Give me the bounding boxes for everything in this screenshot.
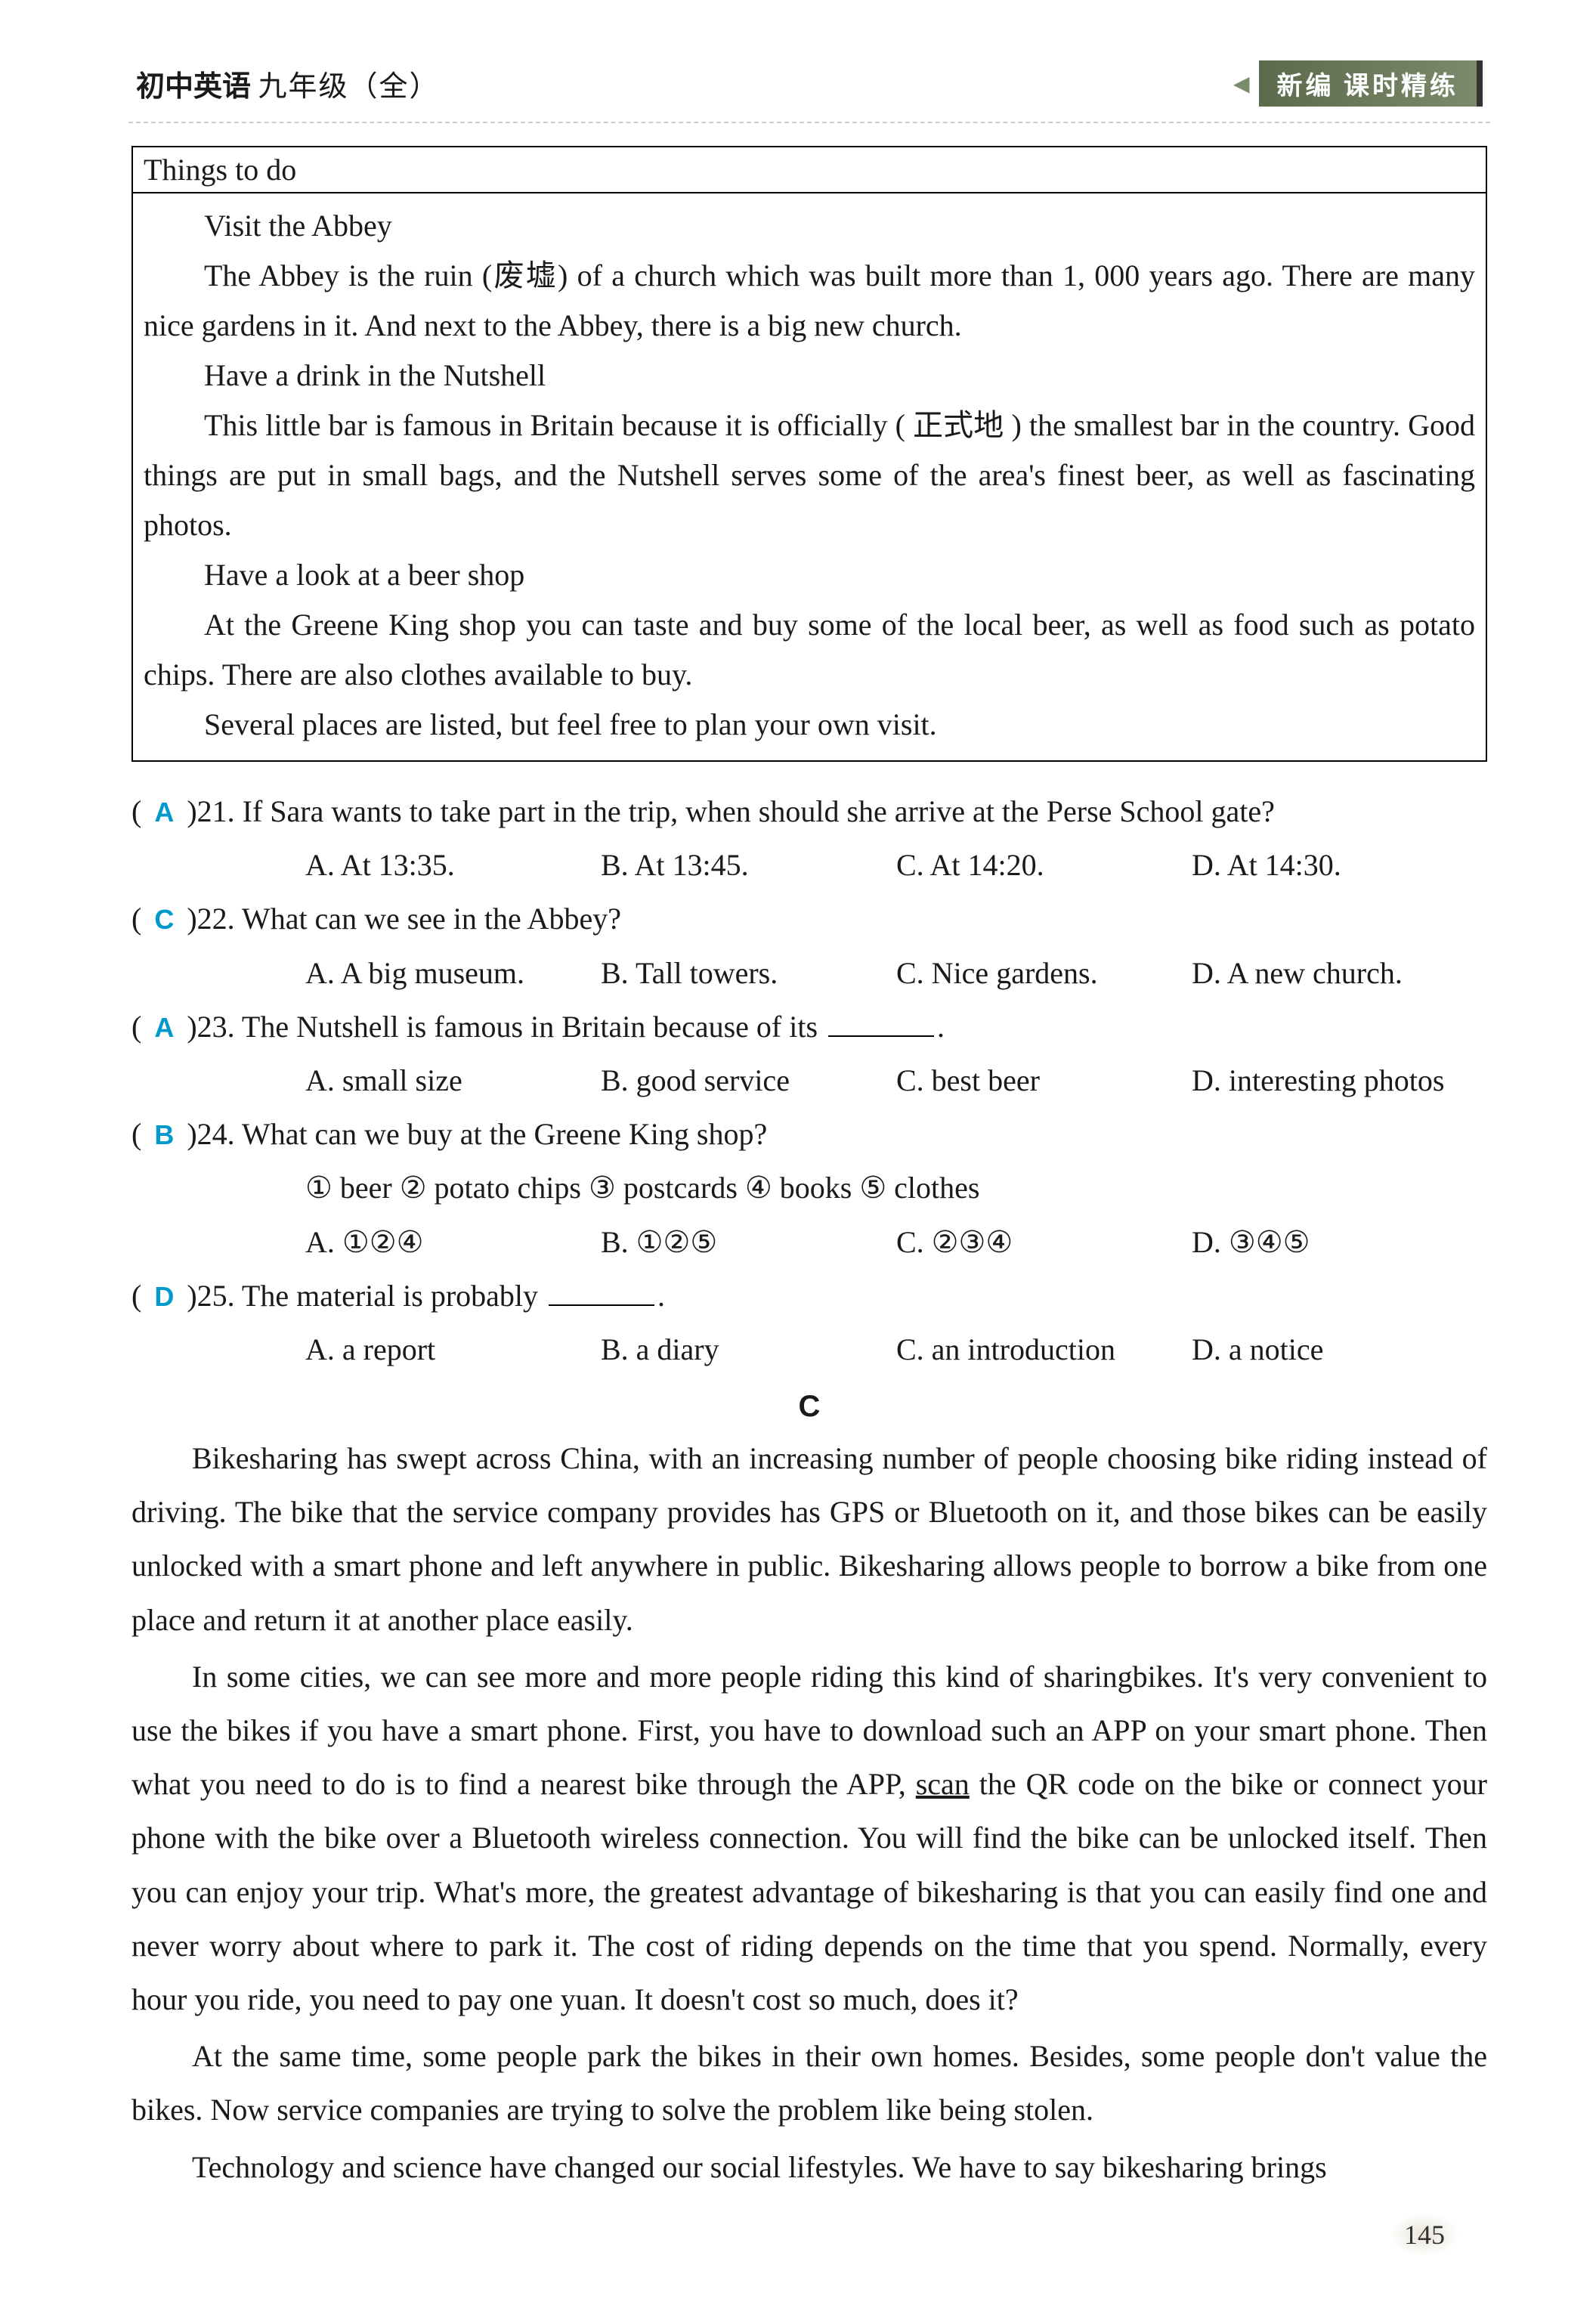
q23-text: 23. The Nutshell is famous in Britain be… — [197, 1000, 1487, 1054]
blank-25 — [549, 1304, 654, 1306]
header-left: 初中英语 九年级（全） — [136, 63, 440, 104]
q22-opt-a: A. A big museum. — [305, 946, 601, 1000]
underlined-scan: scan — [916, 1767, 970, 1801]
q25-options: A. a report B. a diary C. an introductio… — [131, 1323, 1487, 1376]
q21-options: A. At 13:35. B. At 13:45. C. At 14:20. D… — [131, 838, 1487, 892]
q24-opt-d: D. ③④⑤ — [1192, 1215, 1487, 1269]
para-nutshell: This little bar is famous in Britain bec… — [144, 401, 1475, 550]
q22-options: A. A big museum. B. Tall towers. C. Nice… — [131, 946, 1487, 1000]
box-title: Things to do — [133, 147, 1486, 193]
q23-opt-a: A. small size — [305, 1054, 601, 1107]
para-closing: Several places are listed, but feel free… — [144, 700, 1475, 750]
question-22: ( C ) 22. What can we see in the Abbey? — [131, 892, 1487, 945]
heading-abbey: Visit the Abbey — [144, 201, 1475, 251]
heading-beershop: Have a look at a beer shop — [144, 550, 1475, 600]
q25-text: 25. The material is probably . — [197, 1269, 1487, 1323]
q21-text: 21. If Sara wants to take part in the tr… — [197, 784, 1487, 838]
q23-opt-c: C. best beer — [896, 1054, 1192, 1107]
q23-options: A. small size B. good service C. best be… — [131, 1054, 1487, 1107]
q24-opt-a: A. ①②④ — [305, 1215, 601, 1269]
para-beershop: At the Greene King shop you can taste an… — [144, 600, 1475, 700]
separator — [128, 122, 1490, 123]
answer-25: D — [141, 1273, 187, 1321]
page-number: 145 — [1389, 2213, 1460, 2257]
answer-21: A — [141, 788, 187, 837]
answer-23: A — [141, 1004, 187, 1052]
arrow-icon: ◀ — [1233, 71, 1250, 97]
q23-opt-b: B. good service — [601, 1054, 896, 1107]
q21-opt-d: D. At 14:30. — [1192, 838, 1487, 892]
para-abbey: The Abbey is the ruin (废墟) of a church w… — [144, 251, 1475, 351]
q24-opt-c: C. ②③④ — [896, 1215, 1192, 1269]
book-title: 初中英语 — [136, 71, 251, 103]
passage-p3: At the same time, some people park the b… — [131, 2029, 1487, 2136]
q24-opt-b: B. ①②⑤ — [601, 1215, 896, 1269]
q22-opt-d: D. A new church. — [1192, 946, 1487, 1000]
question-25: ( D ) 25. The material is probably . — [131, 1269, 1487, 1323]
questions-block: ( A ) 21. If Sara wants to take part in … — [131, 784, 1487, 1376]
reading-box: Things to do Visit the Abbey The Abbey i… — [131, 146, 1487, 762]
box-body: Visit the Abbey The Abbey is the ruin (废… — [133, 193, 1486, 760]
q22-opt-b: B. Tall towers. — [601, 946, 896, 1000]
blank-23 — [828, 1035, 934, 1037]
question-24: ( B ) 24. What can we buy at the Greene … — [131, 1107, 1487, 1161]
answer-24: B — [141, 1111, 187, 1159]
series-badge: 新编 课时精练 — [1259, 60, 1483, 107]
page-header: 初中英语 九年级（全） ◀ 新编 课时精练 — [128, 60, 1490, 107]
q21-opt-a: A. At 13:35. — [305, 838, 601, 892]
answer-22: C — [141, 896, 187, 944]
passage-p2: In some cities, we can see more and more… — [131, 1650, 1487, 2026]
q25-opt-a: A. a report — [305, 1323, 601, 1376]
q21-opt-c: C. At 14:20. — [896, 838, 1192, 892]
q25-opt-c: C. an introduction — [896, 1323, 1192, 1376]
grade-label: 九年级（全） — [258, 71, 440, 103]
passage-p1: Bikesharing has swept across China, with… — [131, 1431, 1487, 1647]
q24-options: A. ①②④ B. ①②⑤ C. ②③④ D. ③④⑤ — [131, 1215, 1487, 1269]
question-21: ( A ) 21. If Sara wants to take part in … — [131, 784, 1487, 838]
q25-opt-b: B. a diary — [601, 1323, 896, 1376]
section-c-label: C — [128, 1390, 1490, 1424]
q24-items: ① beer ② potato chips ③ postcards ④ book… — [131, 1161, 1487, 1214]
q23-opt-d: D. interesting photos — [1192, 1054, 1487, 1107]
q22-opt-c: C. Nice gardens. — [896, 946, 1192, 1000]
passage-c: Bikesharing has swept across China, with… — [131, 1431, 1487, 2194]
question-23: ( A ) 23. The Nutshell is famous in Brit… — [131, 1000, 1487, 1054]
header-right: ◀ 新编 课时精练 — [1233, 60, 1483, 107]
heading-nutshell: Have a drink in the Nutshell — [144, 351, 1475, 401]
q21-opt-b: B. At 13:45. — [601, 838, 896, 892]
passage-p4: Technology and science have changed our … — [131, 2140, 1487, 2194]
q25-opt-d: D. a notice — [1192, 1323, 1487, 1376]
q22-text: 22. What can we see in the Abbey? — [197, 892, 1487, 945]
q24-text: 24. What can we buy at the Greene King s… — [197, 1107, 1487, 1161]
